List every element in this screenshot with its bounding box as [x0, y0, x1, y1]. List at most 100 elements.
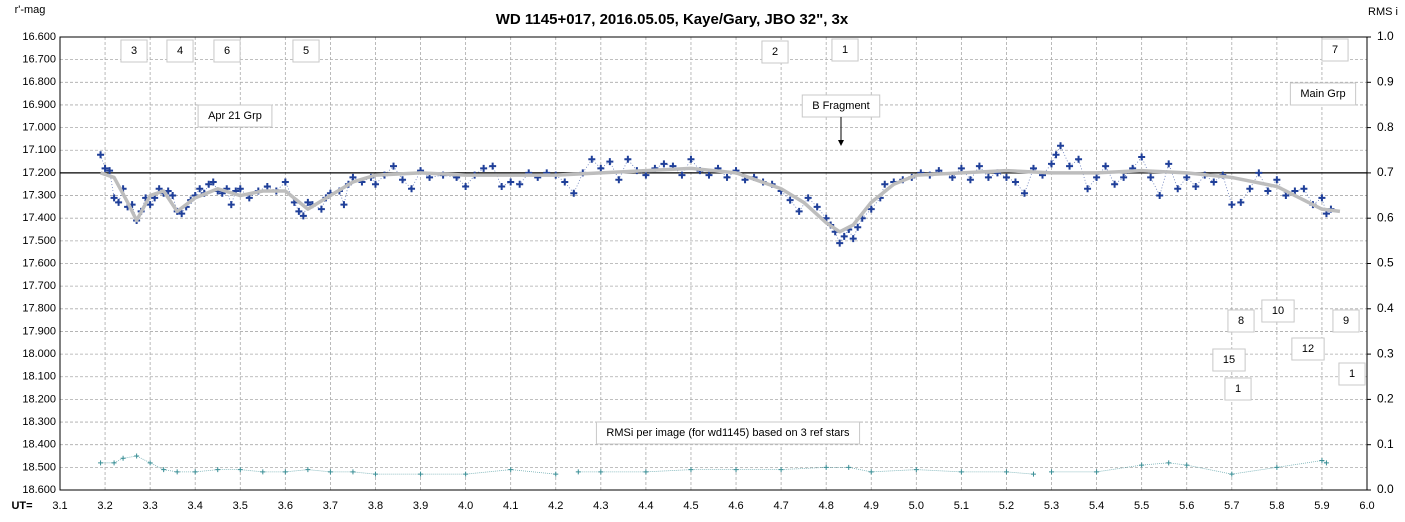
- y-tick-label: 17.300: [22, 189, 56, 201]
- annotation: 3: [131, 45, 137, 57]
- annotation-box: [1224, 377, 1252, 401]
- data-point: [480, 164, 488, 172]
- data-point: [164, 187, 172, 195]
- data-point: [1323, 460, 1329, 466]
- data-point: [1291, 187, 1299, 195]
- x-tick-label: 5.7: [1224, 500, 1239, 512]
- x-tick-label: 3.1: [52, 500, 67, 512]
- data-point: [227, 201, 235, 209]
- data-point: [209, 178, 217, 186]
- data-point: [678, 171, 686, 179]
- annotation-box: [1212, 348, 1246, 372]
- x-tick-label: 3.4: [188, 500, 203, 512]
- data-point: [462, 182, 470, 190]
- data-point: [304, 198, 312, 206]
- data-point: [1183, 173, 1191, 181]
- data-point: [350, 469, 356, 475]
- data-point: [418, 471, 424, 477]
- data-point: [1139, 462, 1145, 468]
- data-point: [1093, 173, 1101, 181]
- trend-line: [100, 166, 1341, 234]
- y2-tick-label: 1.0: [1377, 29, 1394, 43]
- x-tick-label: 4.3: [593, 500, 608, 512]
- y-tick-label: 16.900: [22, 99, 56, 111]
- x-tick-label: 5.4: [1089, 500, 1104, 512]
- data-point: [1282, 192, 1290, 200]
- x-tick-label: 4.0: [458, 500, 473, 512]
- data-point: [1102, 162, 1110, 170]
- annotation: 4: [177, 45, 183, 57]
- annotation-box: [166, 39, 194, 63]
- data-point: [516, 180, 524, 188]
- data-point: [1030, 471, 1036, 477]
- annotation-arrowhead: [838, 140, 844, 146]
- annotation-box: [595, 421, 861, 445]
- y-tick-label: 18.200: [22, 393, 56, 405]
- x-tick-label: 5.0: [909, 500, 924, 512]
- x-tick-label: 3.2: [97, 500, 112, 512]
- chart-title: WD 1145+017, 2016.05.05, Kaye/Gary, JBO …: [496, 11, 849, 28]
- data-point: [1049, 469, 1055, 475]
- data-point: [192, 469, 198, 475]
- data-point: [867, 205, 875, 213]
- data-point: [1002, 173, 1010, 181]
- data-point: [1120, 173, 1128, 181]
- y-tick-label: 17.600: [22, 257, 56, 269]
- data-point: [147, 460, 153, 466]
- data-point: [804, 194, 812, 202]
- annotation-box: [831, 38, 859, 62]
- data-point: [260, 469, 266, 475]
- data-point: [1229, 471, 1235, 477]
- data-point: [615, 176, 623, 184]
- data-point: [372, 471, 378, 477]
- annotation: 8: [1238, 315, 1244, 327]
- x-tick-label: 3.8: [368, 500, 383, 512]
- annotation-box: [292, 39, 320, 63]
- x-tick-label: 3.3: [142, 500, 157, 512]
- data-point: [795, 207, 803, 215]
- y2-tick-label: 0.4: [1377, 301, 1394, 315]
- data-point: [463, 471, 469, 477]
- y-tick-label: 17.900: [22, 325, 56, 337]
- data-point: [169, 192, 177, 200]
- data-point: [305, 467, 311, 473]
- data-point: [1166, 460, 1172, 466]
- data-point: [660, 160, 668, 168]
- y-tick-label: 17.500: [22, 235, 56, 247]
- data-point: [106, 167, 114, 175]
- x-tick-label: 5.3: [1044, 500, 1059, 512]
- data-point: [966, 176, 974, 184]
- annotation: 7: [1332, 44, 1338, 56]
- data-point: [295, 207, 303, 215]
- data-point: [984, 173, 992, 181]
- data-point: [1020, 189, 1028, 197]
- y-tick-label: 18.300: [22, 416, 56, 428]
- data-point: [1273, 176, 1281, 184]
- data-point: [111, 460, 117, 466]
- y-tick-label: 18.500: [22, 461, 56, 473]
- annotation: Main Grp: [1300, 88, 1345, 100]
- annotation: 1: [1235, 383, 1241, 395]
- data-point: [1264, 187, 1272, 195]
- data-point: [570, 189, 578, 197]
- data-point: [881, 180, 889, 188]
- y2-tick-label: 0.8: [1377, 120, 1394, 134]
- plot-frame: [59, 36, 1368, 491]
- annotation-box: [761, 40, 789, 64]
- y-tick-label: 17.700: [22, 280, 56, 292]
- x-tick-label: 6.0: [1359, 500, 1374, 512]
- data-point: [1184, 462, 1190, 468]
- data-point: [236, 185, 244, 193]
- data-point: [642, 171, 650, 179]
- annotation-box: [1289, 82, 1357, 106]
- data-point: [1192, 182, 1200, 190]
- data-point: [553, 471, 559, 477]
- connector-line: [100, 455, 1327, 475]
- data-point: [507, 178, 515, 186]
- y2-tick-label: 0.9: [1377, 74, 1394, 88]
- data-point: [836, 239, 844, 247]
- data-point: [178, 210, 186, 218]
- data-point: [1174, 185, 1182, 193]
- annotation: 2: [772, 46, 778, 58]
